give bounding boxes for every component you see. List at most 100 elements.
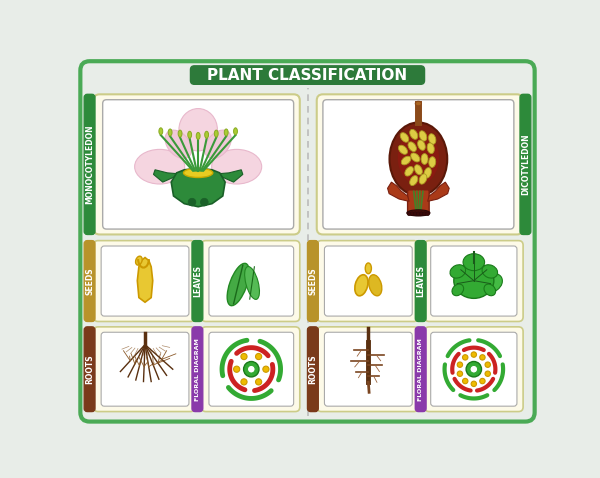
Polygon shape	[388, 182, 409, 201]
Ellipse shape	[419, 174, 427, 184]
Text: SEEDS: SEEDS	[85, 267, 94, 295]
Circle shape	[485, 371, 490, 377]
Ellipse shape	[463, 254, 485, 271]
Ellipse shape	[188, 131, 191, 138]
Ellipse shape	[159, 128, 163, 135]
Ellipse shape	[424, 168, 431, 178]
Ellipse shape	[398, 145, 407, 154]
Ellipse shape	[482, 274, 502, 292]
Ellipse shape	[415, 165, 422, 175]
Polygon shape	[171, 168, 225, 207]
Circle shape	[247, 365, 255, 373]
Ellipse shape	[428, 134, 436, 144]
Circle shape	[256, 379, 262, 385]
FancyBboxPatch shape	[425, 327, 523, 412]
Ellipse shape	[168, 129, 172, 136]
Ellipse shape	[408, 142, 416, 152]
Circle shape	[480, 379, 485, 384]
Circle shape	[419, 212, 424, 216]
FancyBboxPatch shape	[209, 246, 293, 316]
Text: ROOTS: ROOTS	[308, 354, 317, 384]
Circle shape	[457, 371, 463, 377]
FancyBboxPatch shape	[201, 327, 300, 412]
Circle shape	[244, 361, 259, 377]
Ellipse shape	[405, 166, 413, 176]
Ellipse shape	[400, 133, 409, 142]
Text: ROOTS: ROOTS	[85, 354, 94, 384]
Circle shape	[480, 355, 485, 360]
FancyBboxPatch shape	[190, 66, 425, 84]
Ellipse shape	[415, 101, 421, 106]
Circle shape	[410, 212, 414, 216]
Text: PLANT CLASSIFICATION: PLANT CLASSIFICATION	[208, 67, 407, 83]
Ellipse shape	[227, 263, 249, 306]
Circle shape	[256, 353, 262, 359]
Text: LEAVES: LEAVES	[416, 265, 425, 297]
FancyBboxPatch shape	[94, 240, 195, 322]
FancyBboxPatch shape	[415, 327, 426, 412]
Circle shape	[471, 352, 476, 357]
Ellipse shape	[233, 128, 238, 135]
Ellipse shape	[178, 130, 182, 137]
Circle shape	[233, 366, 240, 372]
Ellipse shape	[200, 198, 208, 206]
Ellipse shape	[188, 198, 196, 206]
FancyBboxPatch shape	[201, 240, 300, 322]
Text: DICOTYLEDON: DICOTYLEDON	[521, 133, 530, 195]
Ellipse shape	[407, 210, 430, 216]
FancyBboxPatch shape	[431, 246, 517, 316]
FancyBboxPatch shape	[209, 332, 293, 406]
Circle shape	[463, 379, 468, 384]
Text: FLORAL DIAGRAM: FLORAL DIAGRAM	[418, 338, 423, 401]
FancyBboxPatch shape	[94, 94, 300, 235]
Polygon shape	[154, 170, 176, 182]
Ellipse shape	[452, 284, 464, 296]
FancyBboxPatch shape	[317, 240, 418, 322]
Polygon shape	[428, 182, 449, 201]
Ellipse shape	[410, 175, 418, 185]
Polygon shape	[220, 170, 243, 182]
FancyBboxPatch shape	[317, 327, 418, 412]
Ellipse shape	[355, 275, 368, 296]
FancyBboxPatch shape	[94, 327, 195, 412]
Ellipse shape	[368, 275, 382, 296]
Ellipse shape	[450, 265, 466, 278]
FancyBboxPatch shape	[103, 100, 293, 229]
FancyBboxPatch shape	[325, 332, 412, 406]
Ellipse shape	[429, 157, 436, 167]
FancyBboxPatch shape	[192, 327, 203, 412]
Ellipse shape	[136, 256, 142, 265]
Polygon shape	[137, 258, 153, 302]
FancyBboxPatch shape	[101, 332, 189, 406]
Ellipse shape	[419, 131, 427, 141]
Ellipse shape	[410, 130, 418, 139]
Ellipse shape	[196, 132, 200, 140]
FancyBboxPatch shape	[308, 240, 318, 322]
FancyBboxPatch shape	[407, 190, 429, 213]
Text: FLORAL DIAGRAM: FLORAL DIAGRAM	[195, 338, 200, 401]
Ellipse shape	[454, 263, 494, 298]
Circle shape	[466, 361, 482, 377]
Circle shape	[485, 362, 490, 368]
Ellipse shape	[224, 129, 228, 136]
Circle shape	[422, 212, 427, 216]
Circle shape	[241, 379, 247, 385]
Ellipse shape	[179, 109, 217, 151]
Ellipse shape	[482, 265, 497, 278]
Circle shape	[407, 212, 411, 216]
Circle shape	[263, 366, 269, 372]
FancyBboxPatch shape	[323, 100, 514, 229]
Text: SEEDS: SEEDS	[308, 267, 317, 295]
Ellipse shape	[427, 143, 434, 153]
FancyBboxPatch shape	[80, 61, 535, 422]
Text: MONOCOTYLEDON: MONOCOTYLEDON	[85, 125, 94, 204]
Ellipse shape	[484, 284, 496, 296]
Ellipse shape	[411, 153, 420, 162]
FancyBboxPatch shape	[84, 327, 95, 412]
Ellipse shape	[205, 130, 231, 159]
Ellipse shape	[134, 150, 185, 184]
Ellipse shape	[401, 156, 411, 165]
Ellipse shape	[418, 140, 425, 150]
FancyBboxPatch shape	[520, 94, 531, 235]
Ellipse shape	[389, 122, 447, 196]
